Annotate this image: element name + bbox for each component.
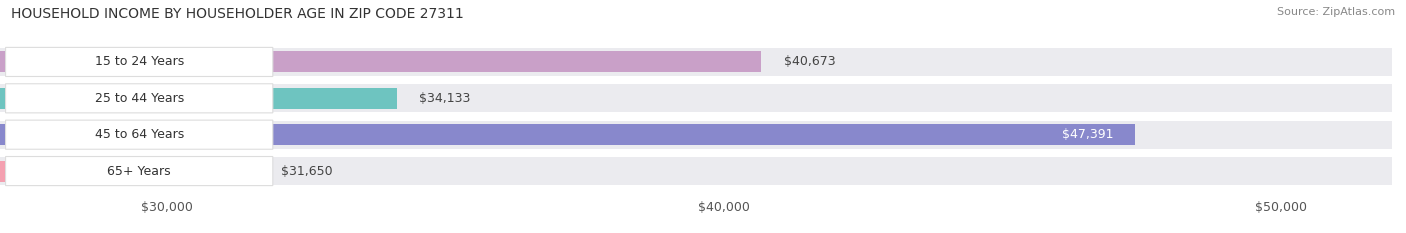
Bar bbox=[0, 51, 39, 72]
Bar bbox=[0, 124, 39, 145]
Text: $47,391: $47,391 bbox=[1062, 128, 1114, 141]
Text: $40,673: $40,673 bbox=[783, 55, 835, 69]
FancyBboxPatch shape bbox=[6, 84, 273, 113]
Bar bbox=[0, 161, 39, 182]
Bar bbox=[0, 157, 1392, 185]
Text: 15 to 24 Years: 15 to 24 Years bbox=[94, 55, 184, 69]
Bar bbox=[0, 88, 396, 109]
Text: HOUSEHOLD INCOME BY HOUSEHOLDER AGE IN ZIP CODE 27311: HOUSEHOLD INCOME BY HOUSEHOLDER AGE IN Z… bbox=[11, 7, 464, 21]
Text: Source: ZipAtlas.com: Source: ZipAtlas.com bbox=[1277, 7, 1395, 17]
FancyBboxPatch shape bbox=[6, 120, 273, 149]
Text: $34,133: $34,133 bbox=[419, 92, 471, 105]
Text: $31,650: $31,650 bbox=[281, 164, 333, 178]
Text: 45 to 64 Years: 45 to 64 Years bbox=[94, 128, 184, 141]
Bar bbox=[0, 121, 1392, 148]
Bar bbox=[0, 124, 1135, 145]
Bar bbox=[0, 161, 259, 182]
Bar bbox=[0, 48, 1392, 76]
FancyBboxPatch shape bbox=[6, 157, 273, 186]
Bar bbox=[0, 51, 761, 72]
FancyBboxPatch shape bbox=[6, 47, 273, 76]
Bar bbox=[0, 88, 39, 109]
Bar bbox=[0, 85, 1392, 112]
Text: 65+ Years: 65+ Years bbox=[107, 164, 172, 178]
Text: 25 to 44 Years: 25 to 44 Years bbox=[94, 92, 184, 105]
